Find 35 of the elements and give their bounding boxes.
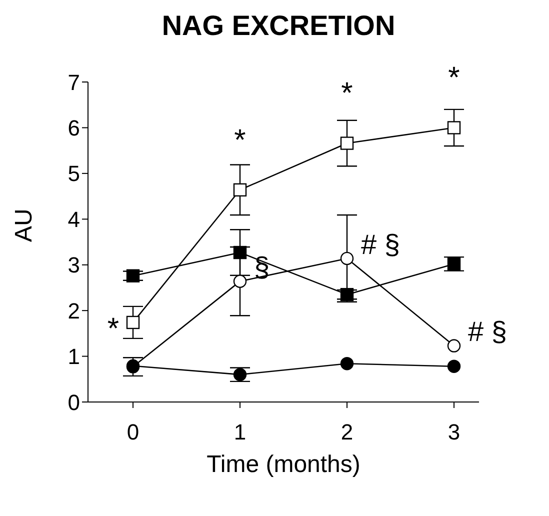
y-tick-label: 3: [68, 252, 80, 278]
point: [340, 252, 354, 266]
annotation: *: [448, 62, 460, 95]
y-tick-label: 6: [68, 116, 80, 141]
point: [447, 257, 461, 271]
annotation: *: [107, 312, 120, 346]
chart-title: NAG EXCRETION: [160, 10, 396, 42]
x-axis-title: Time (months): [206, 451, 360, 478]
y-tick-label: 2: [68, 298, 80, 324]
annotation: *: [341, 77, 354, 110]
y-tick-label: 1: [68, 344, 80, 370]
y-tick-label: 5: [68, 161, 80, 186]
x-tick-label: 0: [126, 420, 140, 445]
y-tick-label: 7: [68, 70, 80, 95]
point: [233, 183, 247, 196]
point: [447, 360, 461, 373]
point: [340, 357, 354, 370]
point: [126, 269, 140, 282]
point: [340, 136, 354, 150]
annotation: *: [234, 124, 246, 157]
point: [233, 246, 247, 260]
y-tick-label: 0: [68, 390, 80, 415]
annotation: # §: [468, 316, 507, 348]
x-tick-label: 1: [234, 420, 246, 445]
point: [340, 288, 354, 302]
y-axis-title: AU: [10, 208, 38, 242]
point: [447, 121, 461, 134]
point: [447, 339, 461, 352]
x-tick-label: 2: [340, 420, 354, 445]
annotation: # §: [361, 228, 400, 260]
point: [233, 368, 247, 382]
point: [126, 316, 140, 330]
y-tick-label: 4: [68, 206, 80, 232]
point: [233, 274, 247, 288]
x-tick-label: 3: [448, 420, 460, 445]
